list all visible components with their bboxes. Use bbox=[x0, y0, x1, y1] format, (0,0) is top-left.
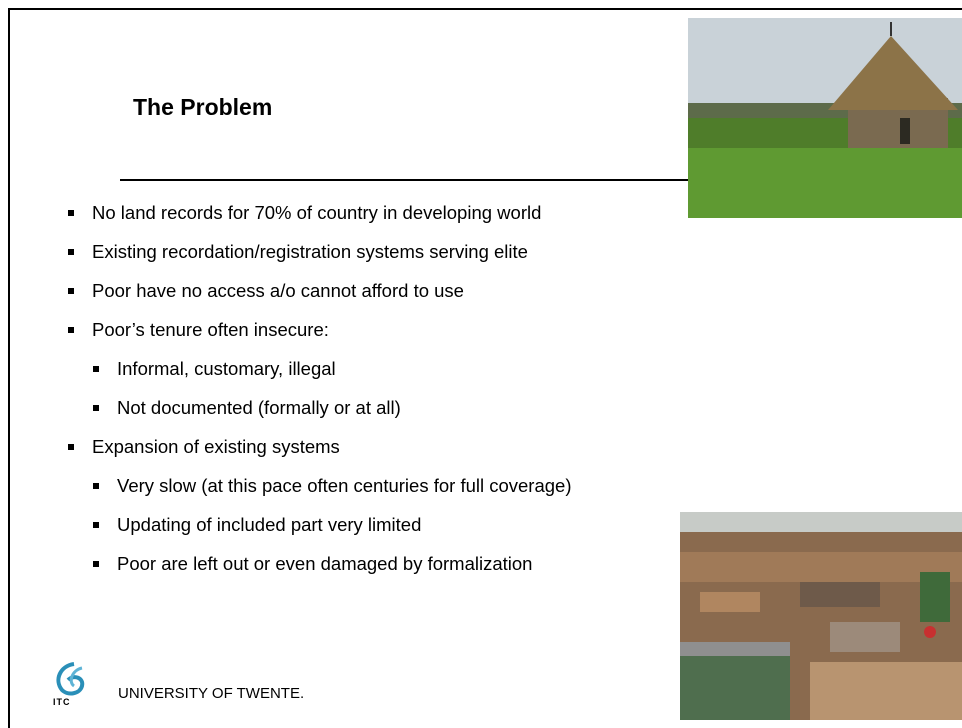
bullet-list: No land records for 70% of country in de… bbox=[66, 200, 572, 590]
page: {"slide": { "title": "The Problem", "bul… bbox=[0, 0, 962, 720]
bullet-item: Not documented (formally or at all) bbox=[66, 395, 572, 434]
bullet-item: Expansion of existing systems bbox=[66, 434, 572, 473]
bullet-item: Poor have no access a/o cannot afford to… bbox=[66, 278, 572, 317]
bullet-text: Expansion of existing systems bbox=[92, 436, 340, 457]
slide: The Problem No land records for 70% of c… bbox=[0, 0, 962, 720]
bullet-text: Poor are left out or even damaged by for… bbox=[117, 553, 532, 574]
logo-mark bbox=[52, 660, 102, 700]
bullet-text: Poor have no access a/o cannot afford to… bbox=[92, 280, 464, 301]
bullet-marker bbox=[68, 210, 74, 216]
title-rule bbox=[120, 179, 690, 181]
bullet-marker bbox=[68, 288, 74, 294]
bullet-item: Poor’s tenure often insecure: bbox=[66, 317, 572, 356]
bullet-marker bbox=[68, 249, 74, 255]
logo-text: ITC bbox=[53, 697, 71, 707]
bullet-item: Existing recordation/registration system… bbox=[66, 239, 572, 278]
bullet-marker bbox=[93, 561, 99, 567]
bullet-text: Informal, customary, illegal bbox=[117, 358, 336, 379]
bullet-marker bbox=[93, 366, 99, 372]
bullet-text: Very slow (at this pace often centuries … bbox=[117, 475, 572, 496]
slide-title: The Problem bbox=[133, 94, 272, 121]
bullet-marker bbox=[93, 483, 99, 489]
bullet-item: Updating of included part very limited bbox=[66, 512, 572, 551]
bullet-item: No land records for 70% of country in de… bbox=[66, 200, 572, 239]
bullet-marker bbox=[68, 327, 74, 333]
bullet-text: No land records for 70% of country in de… bbox=[92, 202, 541, 223]
hut-photo bbox=[688, 18, 962, 218]
bullet-marker bbox=[93, 405, 99, 411]
bullet-text: Not documented (formally or at all) bbox=[117, 397, 401, 418]
bullet-marker bbox=[68, 444, 74, 450]
bullet-text: Updating of included part very limited bbox=[117, 514, 421, 535]
bullet-text: Existing recordation/registration system… bbox=[92, 241, 528, 262]
bullet-item: Poor are left out or even damaged by for… bbox=[66, 551, 572, 590]
footer: UNIVERSITY OF TWENTE. bbox=[118, 685, 304, 702]
bullet-item: Very slow (at this pace often centuries … bbox=[66, 473, 572, 512]
bullet-marker bbox=[93, 522, 99, 528]
slum-photo bbox=[680, 512, 962, 720]
bullet-text: Poor’s tenure often insecure: bbox=[92, 319, 329, 340]
bullet-item: Informal, customary, illegal bbox=[66, 356, 572, 395]
